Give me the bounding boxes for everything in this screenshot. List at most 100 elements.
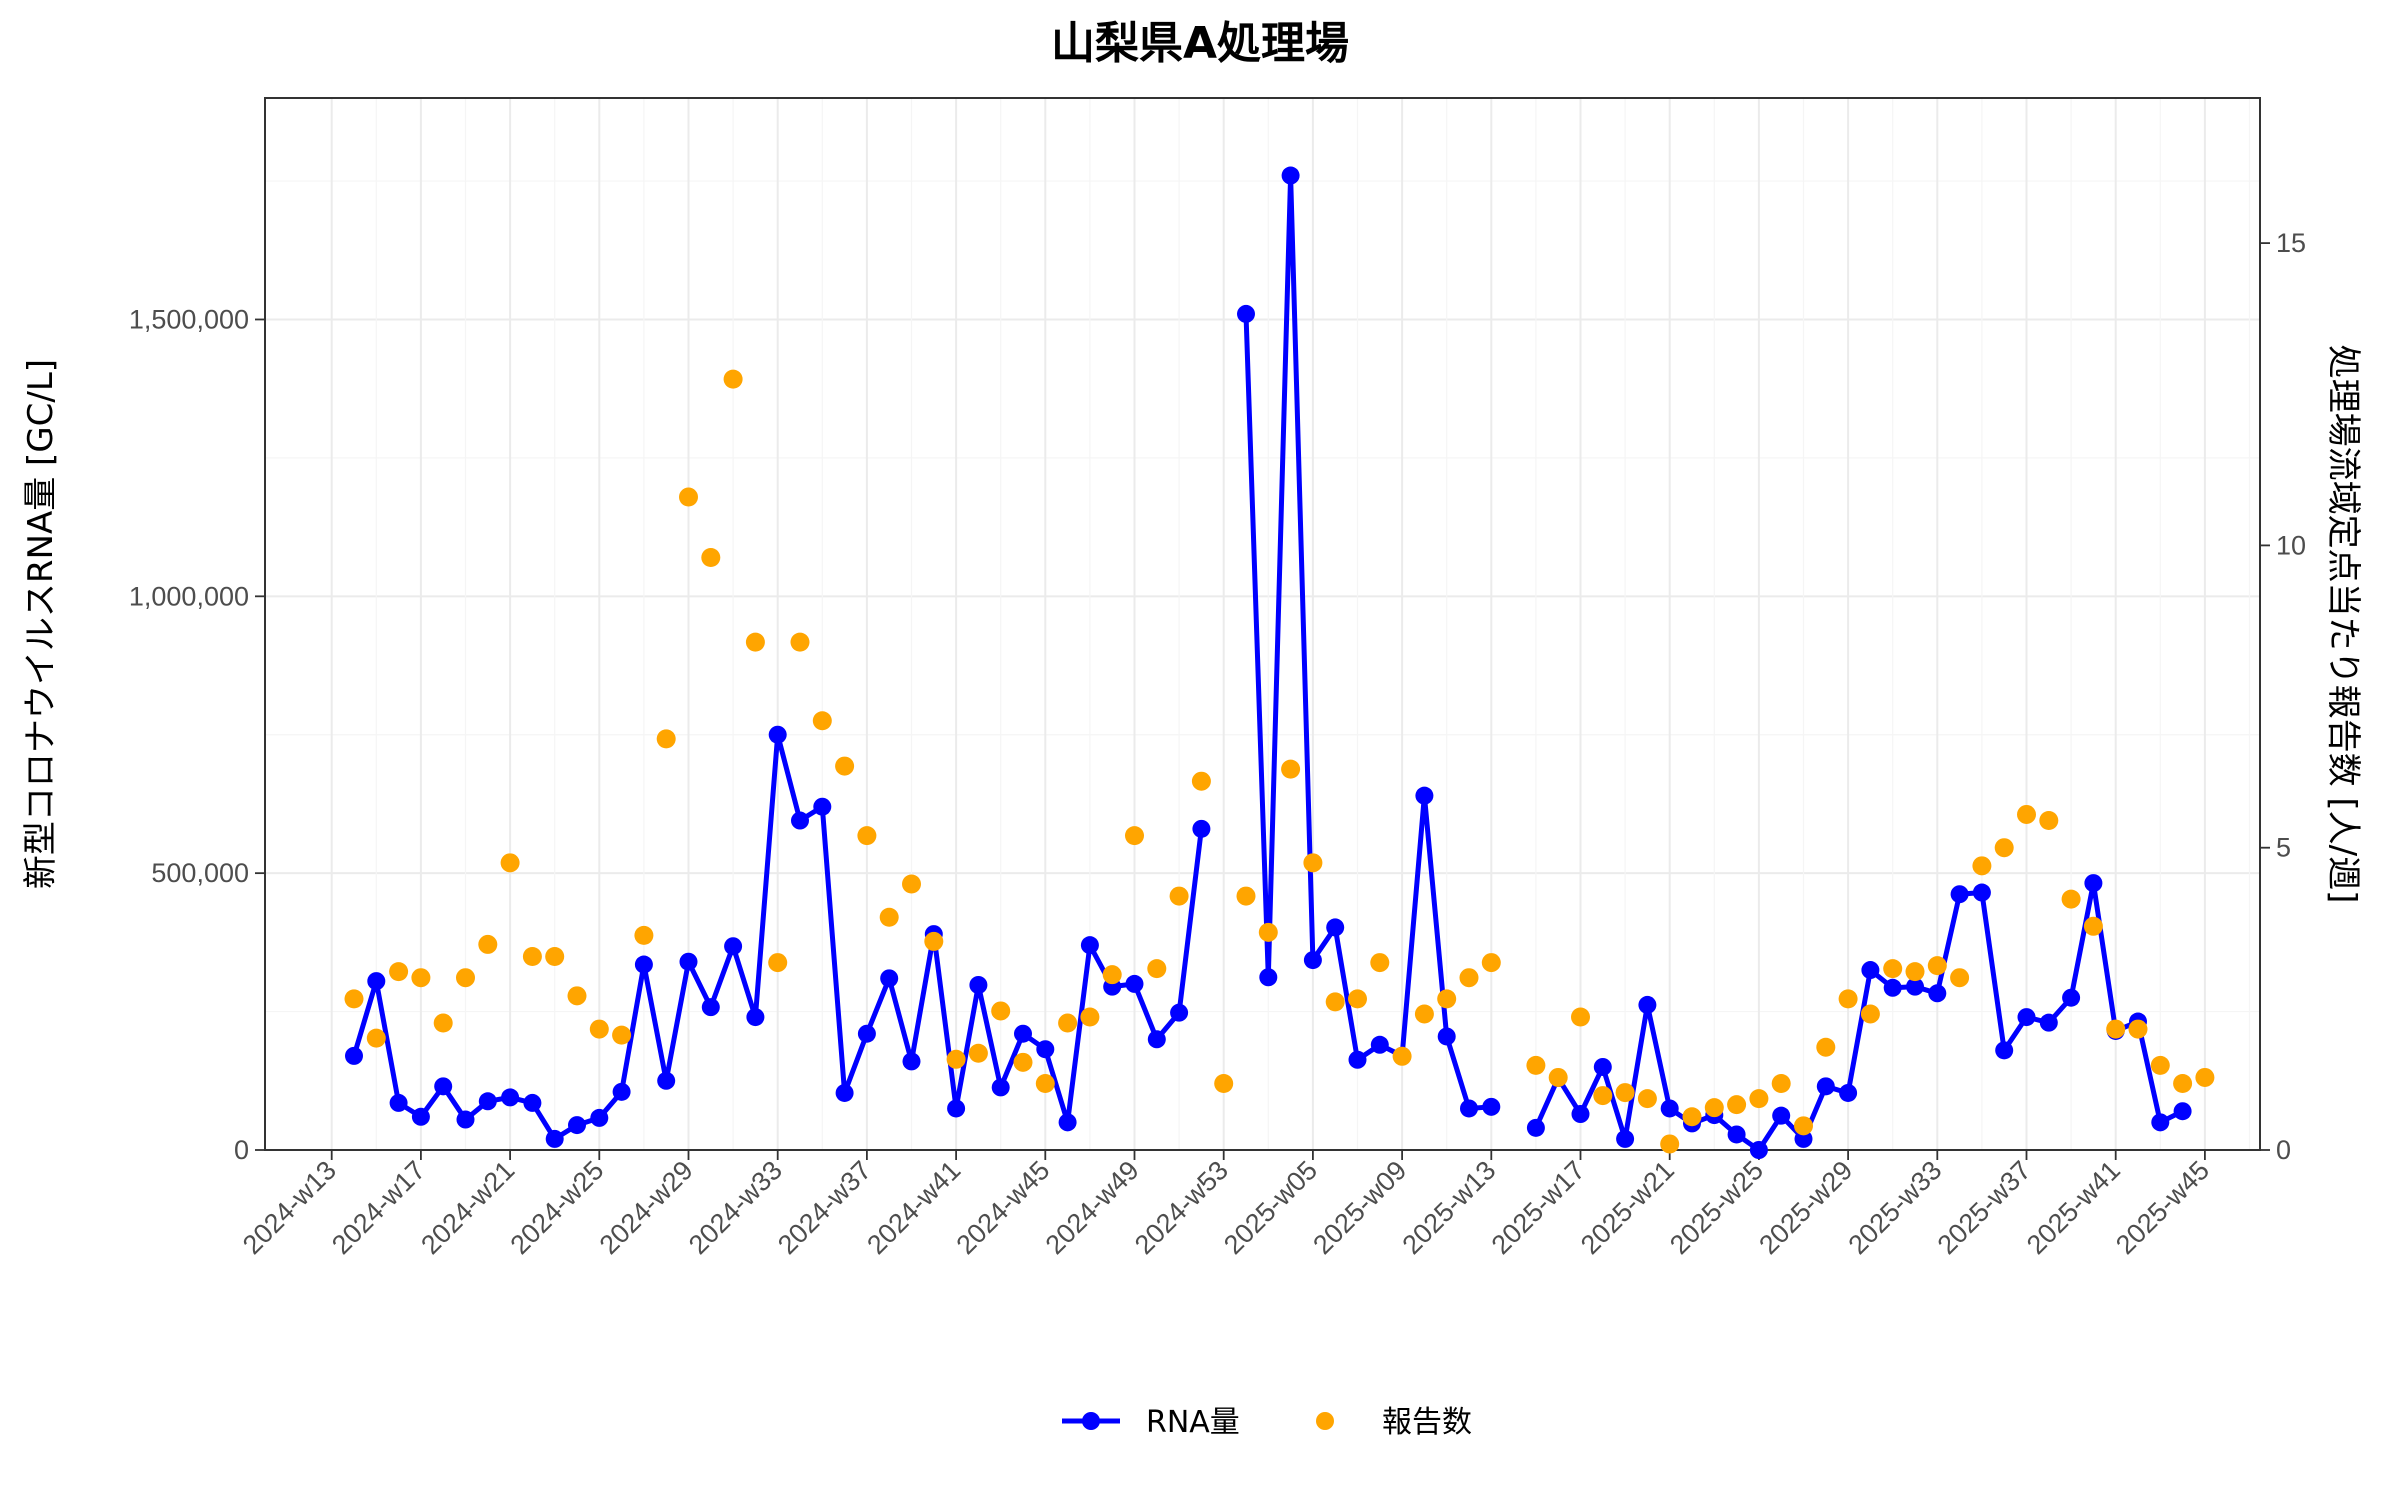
rna-point (2173, 1102, 2192, 1121)
rna-point (857, 1024, 876, 1043)
report-point (2061, 889, 2081, 909)
report-point (2017, 804, 2036, 824)
rna-point (1460, 1099, 1478, 1118)
report-point (1303, 853, 1323, 873)
report-point (812, 711, 832, 731)
report-point (1994, 838, 2014, 858)
rna-point (1749, 1141, 1768, 1159)
rna-point (1014, 1024, 1032, 1043)
report-point (1236, 886, 1256, 906)
y-tick-label: 0 (234, 1135, 249, 1165)
rna-point (2084, 874, 2103, 893)
rna-point (1437, 1027, 1456, 1046)
rna-point (367, 972, 386, 991)
report-point (1571, 1007, 1590, 1027)
rna-point (1303, 951, 1322, 970)
y-tick-label: 1,000,000 (129, 581, 249, 611)
rna-point (389, 1093, 408, 1112)
y2-tick-label: 5 (2276, 833, 2291, 863)
rna-point (1816, 1077, 1835, 1096)
rna-point (1281, 166, 1300, 185)
report-point (1370, 953, 1390, 973)
rna-point (411, 1107, 430, 1126)
rna-point (679, 952, 698, 971)
rna-point (1058, 1113, 1077, 1132)
report-point (1526, 1055, 1546, 1075)
rna-point (1170, 1003, 1189, 1022)
report-point (389, 962, 409, 982)
report-point (1147, 959, 1167, 979)
rna-point (523, 1093, 542, 1112)
report-point (589, 1019, 609, 1039)
report-point (656, 729, 676, 749)
report-point (1013, 1052, 1033, 1072)
report-point (634, 925, 654, 945)
rna-point (1616, 1129, 1635, 1148)
report-point (456, 968, 475, 988)
rna-point (2062, 988, 2081, 1007)
y2-tick-label: 10 (2276, 530, 2306, 560)
right-y-axis: 0 5 10 15 (2260, 228, 2306, 1165)
y-tick-label: 500,000 (151, 858, 249, 888)
rna-point (1080, 936, 1099, 955)
rna-point (1125, 974, 1144, 993)
report-point (1838, 989, 1858, 1009)
report-point (1727, 1095, 1747, 1115)
report-point (2128, 1019, 2148, 1039)
report-point (1058, 1013, 1078, 1033)
rna-point (791, 811, 809, 830)
report-point (1615, 1083, 1635, 1103)
report-point (1637, 1089, 1657, 1109)
report-point (1459, 968, 1479, 988)
report-point (1905, 962, 1925, 982)
report-point (2083, 916, 2103, 936)
rna-point (634, 955, 653, 974)
report-point (2173, 1073, 2193, 1093)
rna-line (1243, 173, 1492, 1111)
report-point (679, 487, 698, 507)
report-point (1883, 959, 1903, 979)
legend-report-marker (1316, 1412, 1334, 1430)
rna-point (768, 725, 787, 744)
rna-point (746, 1008, 765, 1027)
rna-point (1883, 978, 1902, 997)
report-point (1860, 1004, 1880, 1024)
chart-title: 山梨県A処理場 (1051, 18, 1349, 69)
report-point (2195, 1067, 2215, 1087)
y-tick-label: 1,500,000 (129, 304, 249, 334)
rna-point (724, 937, 743, 956)
rna-point (1326, 918, 1345, 937)
rna-point (1995, 1041, 2014, 1060)
report-point (1749, 1089, 1769, 1109)
right-y-axis-label: 処理場流域定点当たり報告数 [人/週] (2323, 345, 2363, 904)
rna-point (657, 1071, 676, 1090)
report-point (924, 931, 944, 951)
rna-line (1533, 880, 2184, 1153)
legend-rna-marker (1082, 1412, 1100, 1430)
y2-tick-label: 0 (2276, 1135, 2291, 1165)
rna-point (1526, 1118, 1545, 1137)
report-point (1214, 1073, 1234, 1093)
report-series (344, 369, 2215, 1154)
rna-point (568, 1116, 586, 1135)
report-point (1102, 965, 1122, 985)
rna-point (2039, 1013, 2058, 1032)
plot-panel-border (264, 97, 2261, 1151)
report-point (1816, 1037, 1836, 1057)
report-point (1437, 989, 1457, 1009)
report-point (1704, 1098, 1724, 1118)
report-point (1348, 989, 1367, 1009)
rna-point (880, 969, 899, 988)
report-point (567, 986, 587, 1006)
rna-point (1192, 819, 1211, 838)
rna-point (590, 1108, 609, 1127)
rna-point (1638, 995, 1657, 1014)
report-point (968, 1043, 988, 1063)
report-point (1927, 956, 1947, 976)
report-point (2106, 1019, 2126, 1039)
report-point (433, 1013, 453, 1033)
left-y-axis: 0 500,000 1,000,000 1,500,000 (129, 304, 265, 1165)
report-point (745, 632, 765, 652)
report-point (1125, 826, 1144, 846)
